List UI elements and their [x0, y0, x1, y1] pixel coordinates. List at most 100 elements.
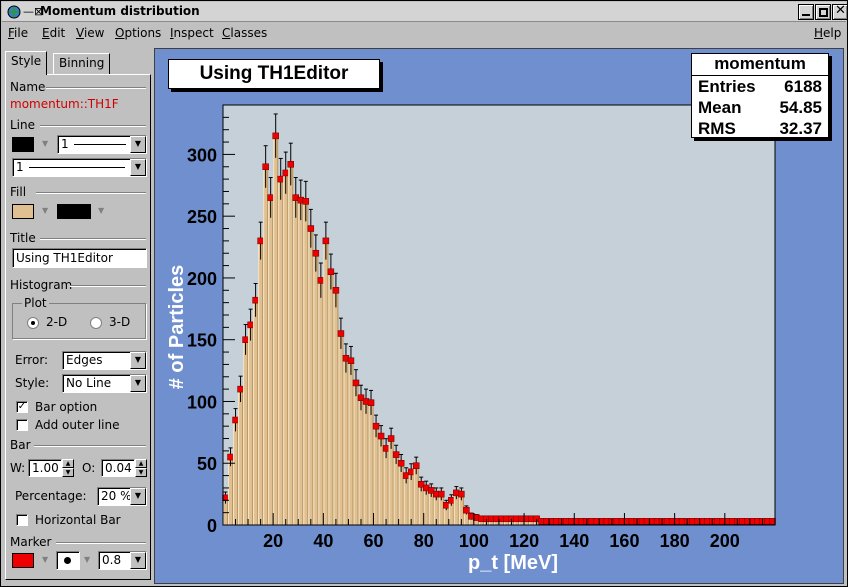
- data-marker: [277, 175, 284, 183]
- dropdown-arrow-icon[interactable]: ▼: [42, 555, 49, 564]
- histogram-bar: [288, 164, 294, 525]
- plot-canvas[interactable]: 0 50 100 150 200 250 300 20 40 60 80 100 120 140 160 18…: [154, 48, 844, 584]
- menu-help[interactable]: Help: [814, 26, 842, 40]
- combo-arrow-icon[interactable]: ▼: [130, 159, 146, 176]
- bar-option-checkbox[interactable]: ✓: [16, 401, 28, 413]
- tab-style[interactable]: Style: [5, 51, 48, 75]
- dropdown-arrow-icon[interactable]: ▼: [84, 555, 91, 564]
- histogram-bar: [423, 487, 429, 525]
- histogram-bar: [418, 484, 424, 525]
- tab-binning[interactable]: Binning: [53, 53, 111, 74]
- menu-inspect[interactable]: Inspect: [170, 26, 214, 40]
- minimize-button[interactable]: [798, 4, 814, 20]
- marker-label: Marker: [10, 535, 52, 549]
- stats-value: 32.37: [779, 119, 822, 138]
- style-combo-value: No Line: [66, 376, 112, 390]
- combo-arrow-icon[interactable]: ▼: [130, 375, 146, 392]
- dropdown-arrow-icon[interactable]: ▼: [98, 206, 105, 215]
- spin-up-icon[interactable]: ▲: [62, 459, 74, 468]
- histogram-bar: [463, 510, 469, 525]
- horizontal-bar-checkbox[interactable]: [16, 514, 28, 526]
- line-width-combo[interactable]: 1 ▼: [57, 135, 147, 154]
- menu-edit[interactable]: Edit: [42, 26, 66, 40]
- fill-pattern-swatch[interactable]: [57, 204, 91, 219]
- bar-width-input[interactable]: 1.00: [28, 459, 62, 477]
- stats-box[interactable]: momentum Entries 6188 Mean 54.85 RMS 32.…: [691, 53, 829, 138]
- window-title: Momentum distribution: [40, 4, 200, 18]
- combo-arrow-icon[interactable]: ▼: [130, 552, 146, 569]
- maximize-button[interactable]: [815, 4, 831, 20]
- menu-classes[interactable]: Classes: [222, 26, 268, 40]
- plot-2d-label: 2-D: [46, 315, 68, 329]
- plot-2d-radio[interactable]: [27, 317, 39, 329]
- error-combo[interactable]: Edges ▼: [62, 351, 147, 370]
- add-outer-line-checkbox[interactable]: [16, 419, 28, 431]
- data-marker: [252, 296, 259, 304]
- data-marker: [287, 161, 294, 168]
- percentage-label: Percentage:: [15, 489, 87, 503]
- histogram-chart[interactable]: 0 50 100 150 200 250 300 20 40 60 80 100 120 140 160 18…: [155, 49, 843, 583]
- menu-file[interactable]: File: [8, 26, 29, 40]
- combo-arrow-icon[interactable]: ▼: [130, 488, 146, 505]
- data-marker: [327, 268, 335, 276]
- style-combo[interactable]: No Line ▼: [62, 374, 147, 393]
- histogram-bar: [313, 253, 319, 525]
- data-marker: [312, 249, 320, 257]
- plot-groupbox: [12, 303, 146, 339]
- percentage-combo[interactable]: 20 % ▼: [97, 487, 147, 506]
- divider: [56, 542, 146, 544]
- title-input[interactable]: Using TH1Editor: [12, 248, 147, 268]
- combo-arrow-icon[interactable]: ▼: [130, 352, 146, 369]
- title-label: Title: [10, 231, 36, 245]
- plot-label: Plot: [22, 296, 49, 310]
- bar-width-label: W:: [10, 461, 26, 475]
- histogram-bar: [233, 420, 239, 525]
- histogram-bar: [393, 454, 399, 525]
- plot-3d-radio[interactable]: [90, 317, 102, 329]
- data-marker: [247, 321, 254, 329]
- menu-bar: File Edit View Options Inspect Classes H…: [2, 23, 846, 45]
- histogram-bar: [438, 494, 444, 525]
- histogram-bar: [273, 135, 279, 525]
- menu-view[interactable]: View: [76, 26, 105, 40]
- stats-key: Entries: [698, 77, 756, 96]
- data-marker: [267, 194, 274, 201]
- divider: [70, 285, 146, 287]
- data-marker: [322, 237, 330, 245]
- data-marker: [392, 451, 400, 458]
- line-width-sample: [74, 144, 126, 145]
- combo-arrow-icon[interactable]: ▼: [130, 136, 146, 153]
- spin-down-icon[interactable]: ▼: [135, 468, 147, 477]
- pin-icon[interactable]: —⊠: [23, 5, 44, 18]
- fill-color-swatch[interactable]: [12, 204, 34, 219]
- plot-title[interactable]: Using TH1Editor: [168, 59, 380, 89]
- divider: [40, 125, 146, 127]
- y-tick-label: 100: [187, 392, 217, 412]
- data-marker: [242, 336, 249, 343]
- marker-size-combo[interactable]: 0.8 ▼: [98, 551, 147, 570]
- title-input-value: Using TH1Editor: [16, 251, 113, 265]
- histogram-bar: [248, 324, 254, 525]
- dropdown-arrow-icon[interactable]: ▼: [42, 206, 49, 215]
- plot-3d-label: 3-D: [109, 315, 131, 329]
- tab-style-label: Style: [11, 54, 42, 68]
- line-color-swatch[interactable]: [12, 137, 34, 152]
- close-button[interactable]: ✕: [832, 3, 848, 20]
- x-tick-label: 120: [509, 531, 539, 551]
- x-tick-label: 20: [263, 531, 283, 551]
- tab-binning-label: Binning: [59, 56, 105, 70]
- line-style-combo[interactable]: 1 ▼: [12, 158, 147, 177]
- histogram-bar: [263, 166, 269, 525]
- data-marker: [307, 225, 315, 232]
- bar-offset-input[interactable]: 0.04: [101, 459, 135, 477]
- histogram-bar: [318, 280, 324, 525]
- marker-style-button[interactable]: [56, 551, 80, 570]
- marker-color-swatch[interactable]: [12, 553, 34, 568]
- histogram-bar: [363, 401, 369, 525]
- histogram-bar: [358, 397, 364, 525]
- dropdown-arrow-icon[interactable]: ▼: [42, 139, 49, 148]
- x-tick-label: 100: [459, 531, 489, 551]
- spin-down-icon[interactable]: ▼: [62, 468, 74, 477]
- spin-up-icon[interactable]: ▲: [135, 459, 147, 468]
- menu-options[interactable]: Options: [115, 26, 162, 40]
